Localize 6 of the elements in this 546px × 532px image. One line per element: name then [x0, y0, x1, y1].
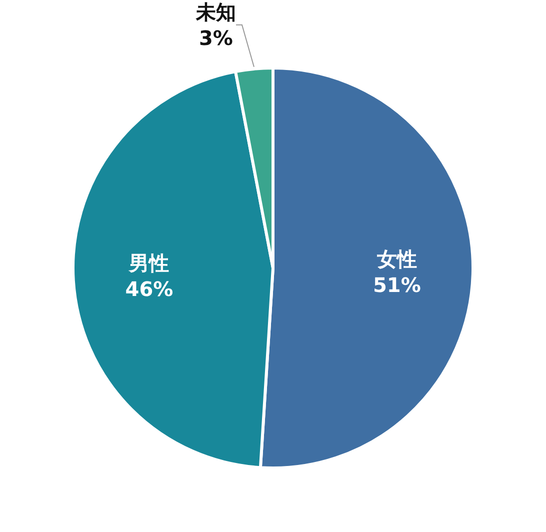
data-label: 51%	[373, 272, 421, 297]
slice-label: 男性	[128, 250, 170, 275]
slice-label: 女性	[376, 246, 417, 271]
slice-label: 未知	[194, 0, 236, 24]
data-label: 46%	[125, 276, 174, 301]
data-label: 3%	[199, 26, 233, 50]
